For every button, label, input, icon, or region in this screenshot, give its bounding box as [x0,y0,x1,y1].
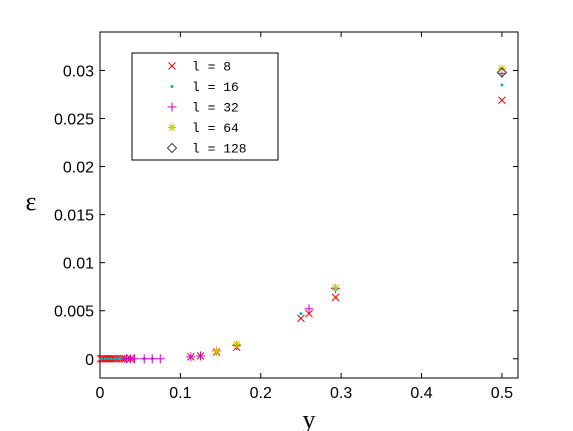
point-s0-p22 [498,96,506,105]
point-s0-p21 [331,293,340,302]
x-tick-label: 0.2 [250,385,272,402]
legend-label-0: l = 8 [192,60,231,75]
data-points [96,64,508,364]
point-s4-p0 [496,67,508,78]
legend-label-4: l = 128 [192,142,247,157]
legend-box [131,52,279,161]
legend-label-1: l = 16 [192,80,239,95]
point-s1-p5 [116,357,120,361]
x-tick-label: 0 [96,385,105,402]
point-s1-p3 [109,357,113,361]
point-s1-p15 [299,312,303,316]
point-s3-p2 [331,283,340,292]
y-axis-label: ε [26,187,37,216]
legend-marker-0 [168,62,176,70]
x-tick-label: 0.5 [491,385,513,402]
point-s2-p10 [304,304,314,314]
legend-marker-3 [168,123,176,132]
point-s2-p2 [130,354,140,364]
legend-label-2: l = 32 [192,101,239,116]
axes: 0 0.1 0.2 0.3 0.4 0.5 0 0.005 0.01 0.015 0.02 0.025… [54,31,519,402]
y-tick-label: 0.01 [63,256,94,273]
point-s2-p3 [139,354,149,364]
x-tick-label: 0.3 [330,385,352,402]
point-s0-p19 [297,314,305,323]
x-tick-label: 0.1 [169,385,191,402]
point-s1-p2 [106,357,110,361]
point-s1-p4 [112,357,116,361]
y-tick-label: 0 [85,352,94,369]
legend: l = 8 l = 16 l = 32 l = 64 l = 128 [131,52,279,161]
legend-marker-1 [170,85,174,88]
point-s0-p20 [305,309,313,318]
y-tick-label: 0.02 [63,160,94,177]
point-s1-p0 [100,357,104,361]
point-s3-p0 [212,347,221,356]
x-tick-label: 0.4 [410,385,432,402]
point-s2-p7 [195,351,205,361]
point-s1-p17 [500,83,504,87]
y-tick-label: 0.025 [54,112,94,129]
legend-label-3: l = 64 [192,121,239,136]
y-tick-label: 0.005 [54,304,94,321]
y-tick-label: 0.03 [63,63,94,80]
y-tick-label: 0.015 [54,208,94,225]
plot-frame [99,31,519,379]
point-s2-p5 [155,354,165,364]
point-s1-p6 [119,357,123,361]
point-s2-p6 [186,352,196,362]
x-axis-label: y [303,405,316,431]
point-s2-p4 [147,354,157,364]
point-s1-p1 [103,357,107,361]
point-s3-p1 [232,340,241,349]
legend-marker-4 [166,142,178,154]
axis-labels: y ε [26,187,316,431]
legend-marker-2 [167,102,177,112]
